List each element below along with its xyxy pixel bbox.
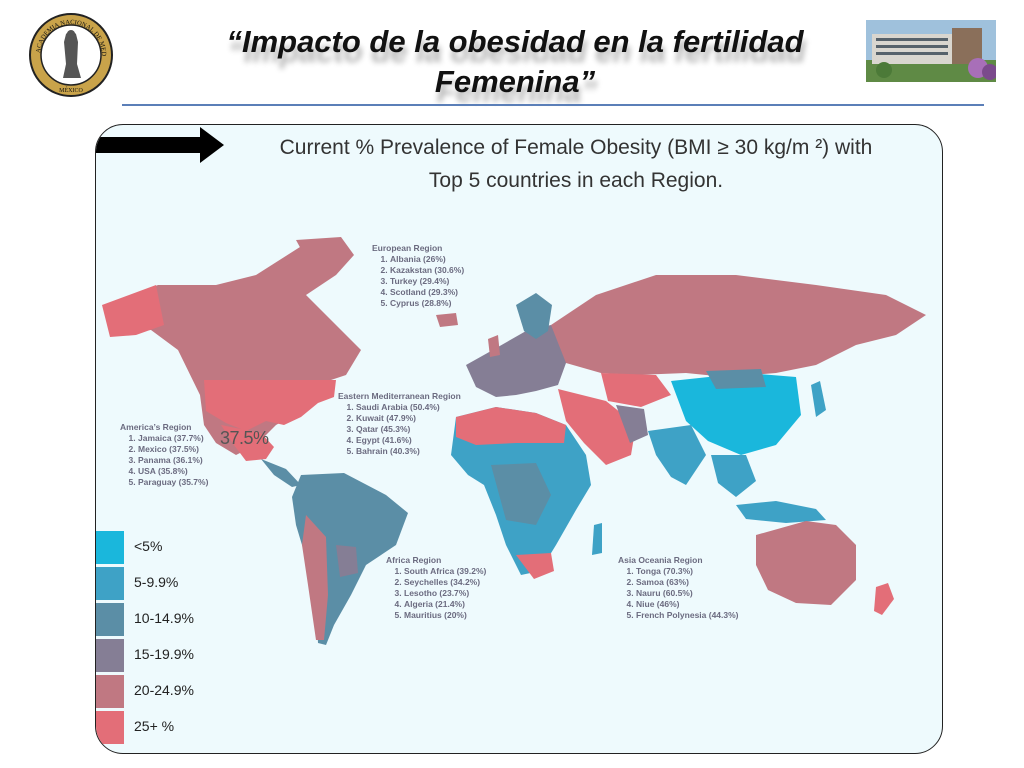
map-title: Current % Prevalence of Female Obesity (… (216, 131, 936, 197)
south-africa-shape (516, 553, 554, 579)
region-name: Africa Region (386, 555, 442, 565)
academy-seal-logo: ACADEMIA NACIONAL DE MEDICINA MÉXICO (28, 12, 113, 97)
region-item: Bahrain (40.3%) (356, 446, 461, 457)
australia-shape (756, 521, 856, 605)
region-item: Turkey (29.4%) (390, 276, 464, 287)
legend-swatch (96, 711, 124, 744)
slide-title-line1: “Impacto de la obesidad en la fertilidad (226, 24, 804, 59)
europe-shape (466, 325, 566, 397)
legend-swatch (96, 567, 124, 600)
legend-item: 10-14.9% (96, 601, 246, 637)
region-item: Albania (26%) (390, 254, 464, 265)
iceland-shape (436, 313, 458, 327)
arrow-right-icon (96, 127, 224, 163)
region-item: Algeria (21.4%) (404, 599, 486, 610)
slide-title: “Impacto de la obesidad en la fertilidad… (170, 22, 860, 102)
north-africa-shape (456, 407, 566, 445)
scandinavia-shape (516, 293, 552, 339)
obesity-world-map: Current % Prevalence of Female Obesity (… (95, 124, 943, 754)
region-item: Niue (46%) (636, 599, 739, 610)
region-item: Tonga (70.3%) (636, 566, 739, 577)
japan-shape (811, 381, 826, 417)
paraguay-shape (336, 545, 358, 577)
region-list-eastern-mediterranean: Eastern Mediterranean Region Saudi Arabi… (338, 391, 461, 457)
region-item: Panama (36.1%) (138, 455, 208, 466)
region-item: Scotland (29.3%) (390, 287, 464, 298)
region-item: Cyprus (28.8%) (390, 298, 464, 309)
region-item: Kuwait (47.9%) (356, 413, 461, 424)
legend-label: 20-24.9% (134, 682, 194, 698)
region-list-asia-oceania: Asia Oceania Region Tonga (70.3%) Samoa … (618, 555, 739, 621)
region-name: European Region (372, 243, 443, 253)
region-item: Egypt (41.6%) (356, 435, 461, 446)
region-item: Samoa (63%) (636, 577, 739, 588)
map-svg (102, 237, 926, 645)
central-america-shape (261, 459, 301, 487)
legend-label: 5-9.9% (134, 574, 179, 590)
uk-shape (488, 335, 500, 357)
legend-item: <5% (96, 529, 246, 565)
region-item: Qatar (45.3%) (356, 424, 461, 435)
region-item: Nauru (60.5%) (636, 588, 739, 599)
building-photo (866, 20, 996, 82)
mongolia-shape (706, 369, 766, 389)
legend-item: 15-19.9% (96, 637, 246, 673)
region-list-europe: European Region Albania (26%) Kazakstan … (372, 243, 464, 309)
region-item: Mauritius (20%) (404, 610, 486, 621)
legend-item: 20-24.9% (96, 673, 246, 709)
usa-shape (204, 380, 336, 431)
andes-shape (302, 515, 328, 640)
region-list-africa: Africa Region South Africa (39.2%) Seych… (386, 555, 486, 621)
slide-title-line2: Femenina” (434, 64, 596, 99)
mexico-shape (221, 425, 274, 461)
indonesia-shape (736, 501, 826, 523)
region-item: Jamaica (37.7%) (138, 433, 208, 444)
southeast-asia-shape (711, 455, 756, 497)
region-item: Saudi Arabia (50.4%) (356, 402, 461, 413)
map-title-line2: Top 5 countries in each Region. (428, 169, 724, 192)
legend-item: 25+ % (96, 709, 246, 745)
legend-item: 5-9.9% (96, 565, 246, 601)
title-divider (122, 104, 984, 106)
india-shape (648, 425, 706, 485)
region-name: America’s Region (120, 422, 192, 432)
china-shape (671, 373, 801, 455)
region-item: USA (35.8%) (138, 466, 208, 477)
legend-swatch (96, 531, 124, 564)
region-item: Seychelles (34.2%) (404, 577, 486, 588)
new-zealand-shape (874, 583, 894, 615)
greenland-shape (296, 237, 354, 275)
legend-label: 10-14.9% (134, 610, 194, 626)
region-name: Asia Oceania Region (618, 555, 703, 565)
alaska-shape (102, 285, 164, 337)
legend-swatch (96, 639, 124, 672)
region-list-americas: America’s Region Jamaica (37.7%) Mexico … (120, 422, 208, 488)
region-item: Mexico (37.5%) (138, 444, 208, 455)
legend-label: 15-19.9% (134, 646, 194, 662)
russia-shape (551, 275, 926, 377)
iran-shape (616, 405, 648, 443)
region-item: South Africa (39.2%) (404, 566, 486, 577)
region-item: Paraguay (35.7%) (138, 477, 208, 488)
mexico-callout: 37.5% (220, 428, 269, 448)
legend-label: 25+ % (134, 718, 175, 734)
region-name: Eastern Mediterranean Region (338, 391, 461, 401)
region-item: Kazakstan (30.6%) (390, 265, 464, 276)
svg-text:MÉXICO: MÉXICO (59, 86, 83, 94)
madagascar-shape (592, 523, 602, 555)
region-item: French Polynesia (44.3%) (636, 610, 739, 621)
region-item: Lesotho (23.7%) (404, 588, 486, 599)
legend-swatch (96, 603, 124, 636)
legend-label: <5% (134, 538, 163, 554)
middle-east-shape (558, 389, 636, 465)
central-africa-shape (491, 463, 551, 525)
kazakhstan-shape (601, 373, 671, 407)
map-title-line1: Current % Prevalence of Female Obesity (… (279, 136, 873, 159)
legend-swatch (96, 675, 124, 708)
